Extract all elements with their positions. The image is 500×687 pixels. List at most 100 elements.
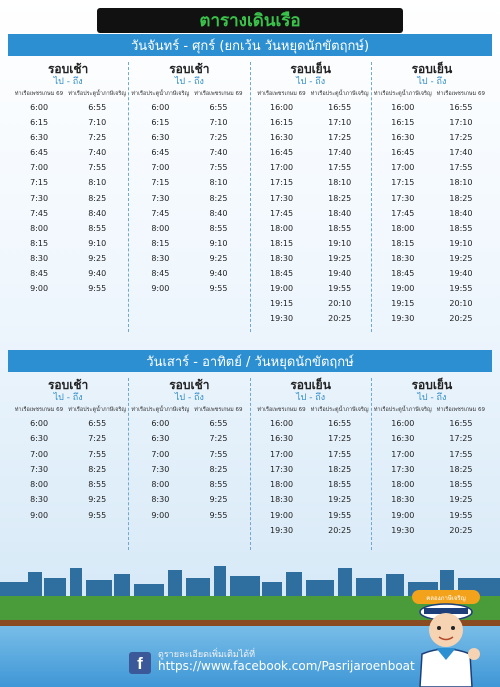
- arrive-time: 7:55: [88, 163, 107, 173]
- table-row: 17:30 18:25: [253, 191, 369, 206]
- depart-time: 7:45: [30, 208, 49, 218]
- table-row: 16:30 17:25: [253, 130, 369, 145]
- depart-time: 16:15: [391, 118, 415, 128]
- table-row: 17:30 18:25: [374, 191, 490, 206]
- to-pier: ท่าเรือเพชรเกษม 69: [194, 91, 243, 97]
- depart-time: 17:45: [270, 208, 294, 218]
- table-row: 6:30 7:25: [10, 431, 126, 446]
- depart-time: 19:15: [391, 299, 415, 309]
- arrive-time: 18:25: [328, 464, 352, 474]
- from-pier: ท่าเรือประตูน้ำภาษีเจริญ: [373, 91, 432, 97]
- depart-time: 19:15: [270, 299, 294, 309]
- arrive-time: 8:40: [209, 208, 228, 218]
- depart-time: 18:00: [391, 480, 415, 490]
- direction-label: ไป - ถึง: [174, 393, 204, 403]
- depart-time: 17:00: [270, 163, 294, 173]
- depart-time: 18:45: [391, 269, 415, 279]
- pier-headers: ท่าเรือประตูน้ำภาษีเจริญ ท่าเรือเพชรเกษม …: [374, 88, 490, 100]
- depart-time: 18:00: [270, 480, 294, 490]
- table-row: 19:30 20:25: [253, 311, 369, 326]
- round-label: รอบเช้า: [169, 378, 210, 392]
- canal-water: [0, 626, 500, 687]
- depart-time: 18:30: [391, 253, 415, 263]
- depart-time: 16:45: [391, 148, 415, 158]
- depart-time: 8:45: [30, 269, 49, 279]
- schedule-column: รอบเย็น ไป - ถึง ท่าเรือประตูน้ำภาษีเจริญท…: [370, 378, 492, 550]
- depart-time: 17:00: [270, 449, 294, 459]
- arrive-time: 18:55: [449, 480, 473, 490]
- arrive-time: 9:40: [88, 269, 107, 279]
- depart-time: 9:00: [151, 284, 170, 294]
- depart-time: 8:00: [151, 223, 170, 233]
- arrive-time: 8:55: [209, 480, 228, 490]
- table-row: 19:30 20:25: [374, 311, 490, 326]
- depart-time: 19:00: [270, 510, 294, 520]
- depart-time: 6:15: [30, 118, 49, 128]
- arrive-time: 18:10: [449, 178, 473, 188]
- arrive-time: 19:55: [328, 510, 352, 520]
- depart-time: 6:30: [30, 133, 49, 143]
- round-label: รอบเช้า: [169, 62, 210, 76]
- table-row: 16:30 17:25: [374, 130, 490, 145]
- arrive-time: 7:25: [209, 133, 228, 143]
- table-row: 6:30 7:25: [10, 130, 126, 145]
- table-row: 17:15 18:10: [253, 175, 369, 190]
- table-row: 7:45 8:40: [10, 206, 126, 221]
- table-row: 17:45 18:40: [253, 206, 369, 221]
- round-label: รอบเช้า: [47, 378, 89, 392]
- schedule-column: รอบเช้า ไป - ถึง ท่าเรือประตูน้ำภาษีเจริญท…: [128, 62, 249, 332]
- arrive-time: 19:40: [449, 269, 473, 279]
- depart-time: 18:45: [270, 269, 294, 279]
- arrive-time: 20:10: [449, 299, 473, 309]
- depart-time: 7:00: [30, 163, 49, 173]
- depart-time: 7:00: [30, 449, 49, 459]
- arrive-time: 8:25: [209, 193, 228, 203]
- depart-time: 19:00: [270, 284, 294, 294]
- depart-time: 18:30: [270, 253, 294, 263]
- arrive-time: 19:10: [449, 238, 473, 248]
- pier-headers: ท่าเรือประตูน้ำภาษีเจริญ ท่าเรือเพชรเกษม …: [374, 404, 490, 416]
- table-row: 17:15 18:10: [374, 175, 490, 190]
- arrive-time: 19:55: [328, 284, 352, 294]
- facebook-icon[interactable]: f: [129, 652, 151, 674]
- table-row: 19:30 20:25: [253, 523, 369, 538]
- arrive-time: 9:55: [209, 510, 228, 520]
- table-row: 17:00 17:55: [374, 447, 490, 462]
- table-row: 17:30 18:25: [253, 462, 369, 477]
- table-row: 16:45 17:40: [253, 145, 369, 160]
- table-row: 19:00 19:55: [253, 508, 369, 523]
- depart-time: 18:30: [391, 495, 415, 505]
- round-label: รอบเย็น: [290, 62, 331, 76]
- from-pier: ท่าเรือเพชรเกษม 69: [257, 407, 306, 413]
- depart-time: 16:00: [270, 103, 294, 112]
- depart-time: 16:45: [270, 148, 294, 158]
- round-label: รอบเย็น: [411, 378, 453, 392]
- direction-label: ไป - ถึง: [296, 393, 326, 403]
- arrive-time: 8:55: [88, 223, 107, 233]
- depart-time: 7:45: [151, 208, 170, 218]
- arrive-time: 8:55: [88, 480, 107, 490]
- facebook-link[interactable]: https://www.facebook.com/Pasrijaroenboat: [158, 659, 415, 673]
- from-pier: ท่าเรือประตูน้ำภาษีเจริญ: [373, 407, 432, 413]
- arrive-time: 6:55: [209, 103, 228, 112]
- table-row: 8:45 9:40: [10, 266, 126, 281]
- arrive-time: 9:55: [209, 284, 228, 294]
- pier-headers: ท่าเรือประตูน้ำภาษีเจริญ ท่าเรือเพชรเกษม …: [131, 88, 247, 100]
- arrive-time: 19:10: [328, 238, 352, 248]
- depart-time: 16:15: [270, 118, 294, 128]
- depart-time: 7:15: [151, 178, 170, 188]
- table-row: 16:30 17:25: [253, 431, 369, 446]
- schedule-column: รอบเช้า ไป - ถึง ท่าเรือเพชรเกษม 69 ท่าเรือ…: [8, 378, 128, 550]
- arrive-time: 18:55: [449, 223, 473, 233]
- arrive-time: 19:25: [328, 495, 352, 505]
- depart-time: 6:45: [151, 148, 170, 158]
- arrive-time: 17:25: [449, 133, 473, 143]
- table-row: 6:45 7:40: [10, 145, 126, 160]
- pier-headers: ท่าเรือเพชรเกษม 69 ท่าเรือประตูน้ำภาษีเจร…: [10, 404, 126, 416]
- arrive-time: 8:25: [88, 464, 107, 474]
- depart-time: 8:15: [30, 238, 49, 248]
- table-row: 6:15 7:10: [10, 115, 126, 130]
- arrive-time: 16:55: [449, 419, 473, 428]
- weekday-schedule: รอบเช้า ไป - ถึง ท่าเรือเพชรเกษม 69 ท่าเรือ…: [8, 62, 492, 332]
- depart-time: 7:00: [151, 449, 170, 459]
